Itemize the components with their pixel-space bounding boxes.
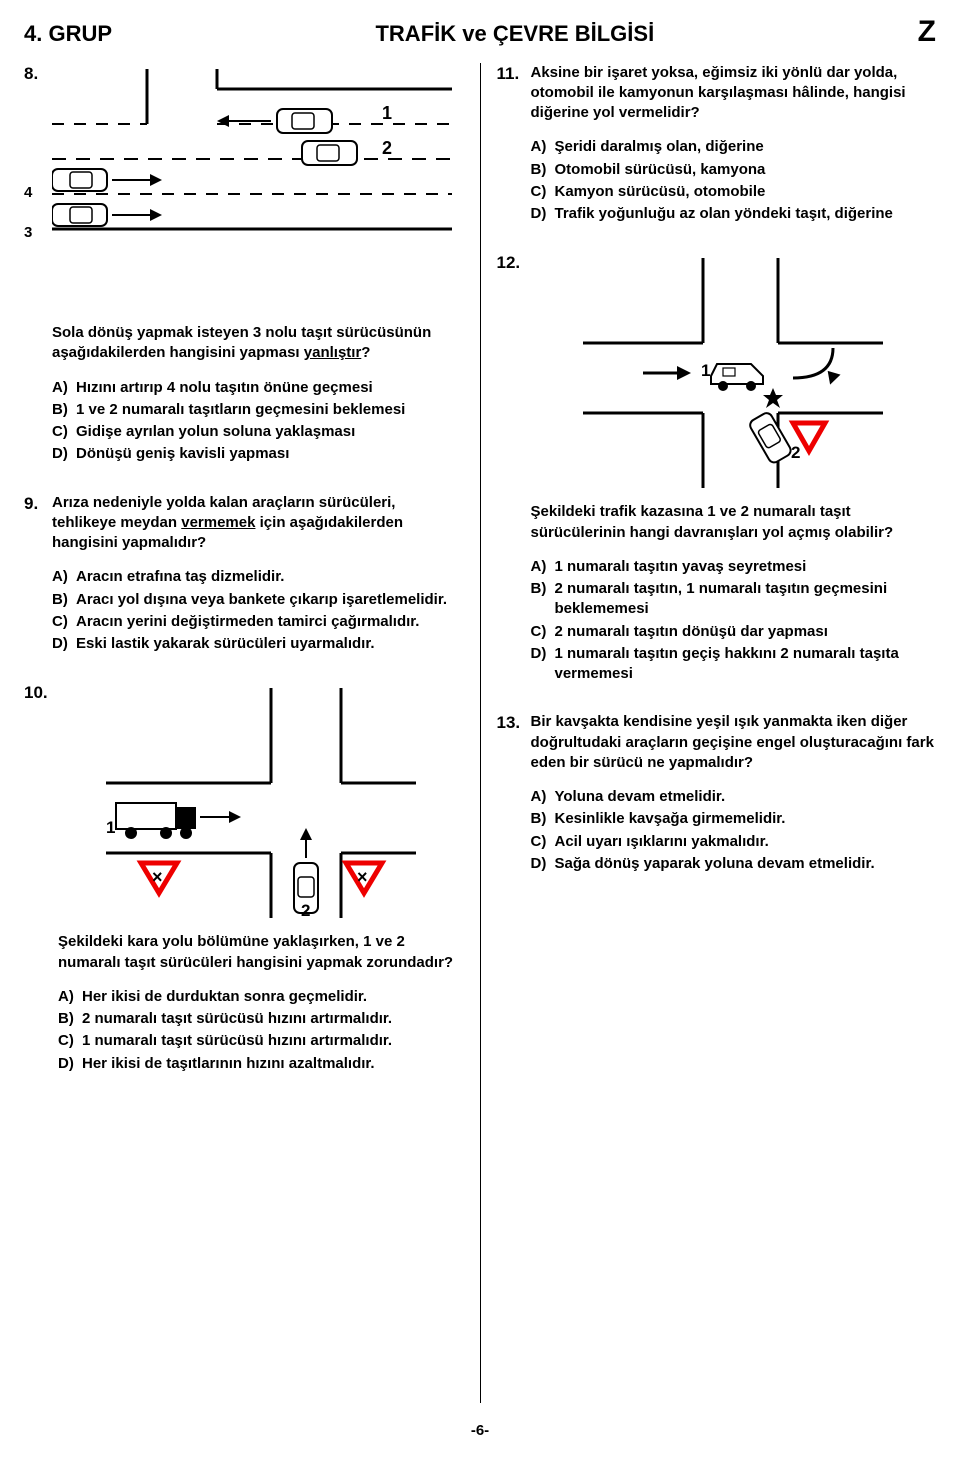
q9-num: 9. — [24, 493, 52, 657]
q10-optC: 1 numaralı taşıt sürücüsü hızını artırma… — [82, 1031, 464, 1051]
svg-text:1: 1 — [106, 818, 115, 837]
opt-label: A) — [531, 137, 555, 157]
q8-label-4: 4 — [24, 183, 52, 203]
q8-label-3: 3 — [24, 223, 52, 243]
q9-optA: Aracın etrafına taş dizmelidir. — [76, 567, 464, 587]
q8-question: Sola dönüş yapmak isteyen 3 nolu taşıt s… — [52, 323, 464, 364]
opt-label: B) — [531, 809, 555, 829]
q8-optD: Dönüşü geniş kavisli yapması — [76, 444, 464, 464]
q10-optD: Her ikisi de taşıtlarının hızını azaltma… — [82, 1054, 464, 1074]
svg-text:2: 2 — [301, 901, 310, 918]
q9-optB: Aracı yol dışına veya bankete çıkarıp iş… — [76, 590, 464, 610]
q11-optD: Trafik yoğunluğu az olan yöndeki taşıt, … — [555, 204, 937, 224]
q11-optB: Otomobil sürücüsü, kamyona — [555, 160, 937, 180]
opt-label: C) — [52, 612, 76, 632]
q9-question: Arıza nedeniyle yolda kalan araçların sü… — [52, 493, 464, 554]
opt-label: A) — [531, 787, 555, 807]
opt-label: D) — [531, 854, 555, 874]
opt-label: A) — [52, 378, 76, 398]
q8-diagram-icon: 1 2 — [52, 69, 452, 269]
q10-question: Şekildeki kara yolu bölümüne yaklaşırken… — [58, 932, 464, 973]
q12-optD: 1 numaralı taşıtın geçiş hakkını 2 numar… — [555, 644, 937, 685]
q13-question: Bir kavşakta kendisine yeşil ışık yanmak… — [531, 712, 937, 773]
q12-num: 12. — [497, 252, 531, 686]
question-11: 11. Aksine bir işaret yoksa, eğimsiz iki… — [497, 63, 937, 227]
opt-label: B) — [52, 400, 76, 420]
page-number: -6- — [24, 1421, 936, 1441]
svg-text:×: × — [152, 867, 163, 887]
left-column: 8. — [24, 63, 464, 1403]
q8-optC: Gidişe ayrılan yolun soluna yaklaşması — [76, 422, 464, 442]
q11-question: Aksine bir işaret yoksa, eğimsiz iki yön… — [531, 63, 937, 124]
group-label: 4. GRUP — [24, 19, 112, 49]
column-divider — [480, 63, 481, 1403]
q13-optB: Kesinlikle kavşağa girmemelidir. — [555, 809, 937, 829]
opt-label: A) — [531, 557, 555, 577]
opt-label: A) — [58, 987, 82, 1007]
q11-optC: Kamyon sürücüsü, otomobile — [555, 182, 937, 202]
question-13: 13. Bir kavşakta kendisine yeşil ışık ya… — [497, 712, 937, 876]
q12-optC: 2 numaralı taşıtın dönüşü dar yapması — [555, 622, 937, 642]
q13-num: 13. — [497, 712, 531, 876]
opt-label: C) — [531, 182, 555, 202]
opt-label: C) — [52, 422, 76, 442]
z-label: Z — [918, 12, 936, 53]
opt-label: B) — [531, 579, 555, 620]
q9-optD: Eski lastik yakarak sürücüleri uyarmalıd… — [76, 634, 464, 654]
q12-question: Şekildeki trafik kazasına 1 ve 2 numaral… — [531, 502, 937, 543]
q13-optC: Acil uyarı ışıklarını yakmalıdır. — [555, 832, 937, 852]
q10-diagram-icon: × × — [106, 688, 416, 918]
columns: 8. — [24, 63, 936, 1403]
opt-label: D) — [58, 1054, 82, 1074]
q10-optA: Her ikisi de durduktan sonra geçmelidir. — [82, 987, 464, 1007]
q8-label-1: 1 — [382, 103, 392, 123]
opt-label: C) — [531, 832, 555, 852]
opt-label: C) — [531, 622, 555, 642]
q12-diagram-icon: 1 2 — [583, 258, 883, 488]
opt-label: A) — [52, 567, 76, 587]
question-12: 12. — [497, 252, 937, 686]
opt-label: B) — [531, 160, 555, 180]
opt-label: D) — [531, 204, 555, 224]
q11-optA: Şeridi daralmış olan, diğerine — [555, 137, 937, 157]
question-9: 9. Arıza nedeniyle yolda kalan araçların… — [24, 493, 464, 657]
opt-label: C) — [58, 1031, 82, 1051]
q10-figure: × × — [58, 688, 464, 918]
q10-num: 10. — [24, 682, 58, 1076]
q8-num: 8. — [24, 63, 52, 467]
opt-label: B) — [58, 1009, 82, 1029]
q8-figure: 1 2 — [52, 69, 464, 269]
opt-label: D) — [52, 634, 76, 654]
q9-optC: Aracın yerini değiştirmeden tamirci çağı… — [76, 612, 464, 632]
question-10: 10. — [24, 682, 464, 1076]
q13-optD: Sağa dönüş yaparak yoluna devam etmelidi… — [555, 854, 937, 874]
right-column: 11. Aksine bir işaret yoksa, eğimsiz iki… — [497, 63, 937, 1403]
q8-optA: Hızını artırıp 4 nolu taşıtın önüne geçm… — [76, 378, 464, 398]
opt-label: D) — [52, 444, 76, 464]
svg-text:2: 2 — [791, 443, 800, 462]
q8-label-2: 2 — [382, 138, 392, 158]
opt-label: B) — [52, 590, 76, 610]
opt-label: D) — [531, 644, 555, 685]
svg-text:1: 1 — [701, 361, 710, 380]
q13-optA: Yoluna devam etmelidir. — [555, 787, 937, 807]
q10-optB: 2 numaralı taşıt sürücüsü hızını artırma… — [82, 1009, 464, 1029]
question-8: 8. — [24, 63, 464, 467]
page-title: TRAFİK ve ÇEVRE BİLGİSİ — [375, 19, 654, 49]
page-header: 4. GRUP TRAFİK ve ÇEVRE BİLGİSİ Z — [24, 12, 936, 53]
q12-figure: 1 2 — [531, 258, 937, 488]
q12-optB: 2 numaralı taşıtın, 1 numaralı taşıtın g… — [555, 579, 937, 620]
q8-optB: 1 ve 2 numaralı taşıtların geçmesini bek… — [76, 400, 464, 420]
q11-num: 11. — [497, 63, 531, 227]
q12-optA: 1 numaralı taşıtın yavaş seyretmesi — [555, 557, 937, 577]
svg-text:×: × — [357, 867, 368, 887]
